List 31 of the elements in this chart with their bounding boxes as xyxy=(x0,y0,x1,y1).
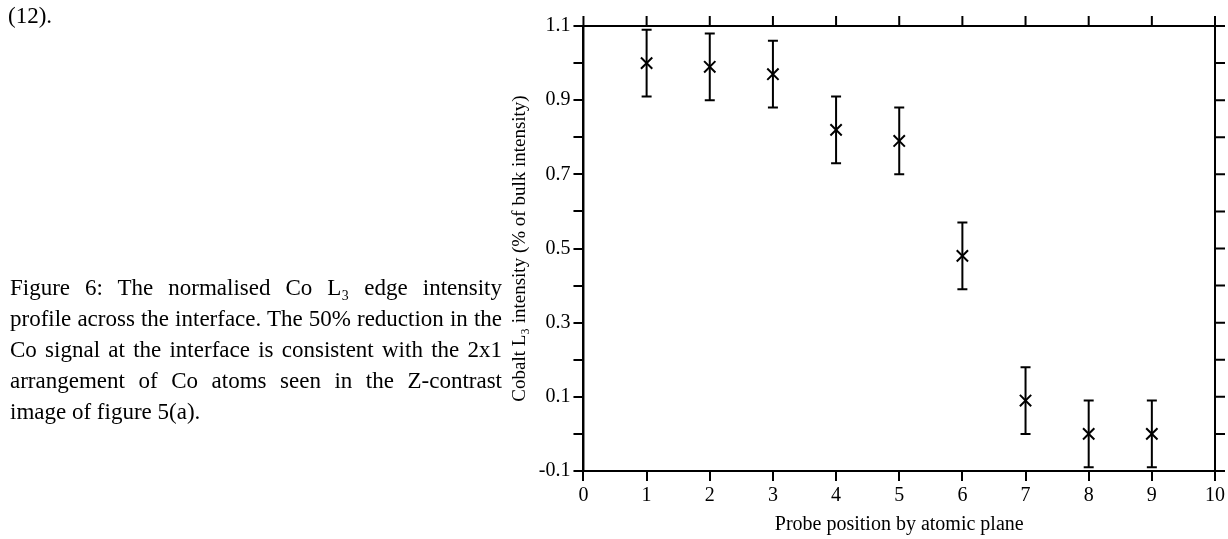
point xyxy=(1018,393,1033,408)
point xyxy=(1145,427,1159,441)
x-axis-title: Probe position by atomic plane xyxy=(774,512,1024,536)
x-tick-label: 10 xyxy=(1205,483,1225,506)
point xyxy=(955,249,970,263)
x-tick-label: 4 xyxy=(831,483,842,506)
y-tick-label: 0.3 xyxy=(545,309,571,332)
x-tick-label: 9 xyxy=(1146,483,1157,506)
x-tick-label: 0 xyxy=(578,483,589,506)
point xyxy=(892,134,906,148)
x-tick-label: 3 xyxy=(767,483,778,506)
x-tick-label: 7 xyxy=(1020,483,1031,506)
x-tick-label: 5 xyxy=(894,483,905,506)
x-tick-label: 2 xyxy=(704,483,715,506)
point xyxy=(1082,427,1096,441)
x-tick-label: 8 xyxy=(1083,483,1094,506)
text: (12). xyxy=(8,2,54,30)
point xyxy=(703,60,717,74)
point xyxy=(766,67,780,81)
y-tick-label: 0.7 xyxy=(545,161,571,184)
y-axis-title: Cobalt L₃ intensity (% of bulk intensity) xyxy=(508,95,531,402)
point xyxy=(829,123,843,137)
x-tick-label: 1 xyxy=(641,483,652,506)
y-tick-label: 0.5 xyxy=(545,235,571,258)
x-tick-label: 6 xyxy=(957,483,968,506)
y-tick-label: 0.9 xyxy=(545,87,571,110)
caption: Figure 6: The normalised Co L₃ edge intensity profile across the interface. The 50% reduction in the Co signal at the interface is consistent with the 2x1 arrangement of Co atoms seen in the Z-contrast image of figure 5(a). xyxy=(10,274,502,426)
y-tick-label: 1.1 xyxy=(545,13,571,36)
point xyxy=(639,56,654,70)
y-tick-label: 0.1 xyxy=(545,384,571,407)
y-tick-label: -0.1 xyxy=(538,458,571,481)
